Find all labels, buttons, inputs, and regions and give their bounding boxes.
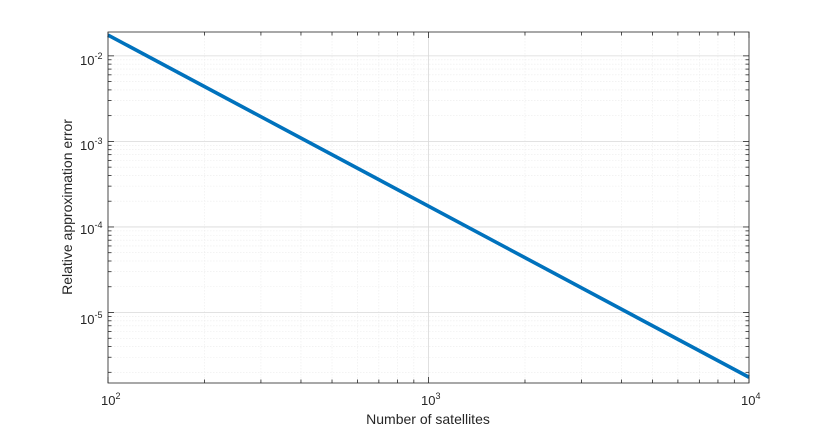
x-tick-label-1000: 103 <box>421 391 440 408</box>
y-tick-exponent: -2 <box>94 51 102 61</box>
x-tick-label-100: 102 <box>101 391 120 408</box>
y-tick-exponent: -3 <box>94 136 102 146</box>
x-tick-exponent: 2 <box>115 391 120 401</box>
x-tick-base: 10 <box>101 393 115 408</box>
x-tick-exponent: 3 <box>435 391 440 401</box>
series-group <box>107 33 750 379</box>
y-tick-label-1e-4: 10-4 <box>80 220 102 237</box>
y-tick-label-1e-2: 10-2 <box>80 51 102 68</box>
minor-grid <box>108 32 749 383</box>
y-tick-label-1e-5: 10-5 <box>80 310 102 327</box>
x-tick-base: 10 <box>741 393 755 408</box>
y-tick-exponent: -4 <box>94 220 102 230</box>
y-axis-label: Relative approximation error <box>59 119 75 295</box>
x-tick-label-10000: 104 <box>741 391 760 408</box>
y-tick-base: 10 <box>80 138 94 153</box>
y-tick-base: 10 <box>80 53 94 68</box>
tick-marks <box>107 32 750 383</box>
y-tick-base: 10 <box>80 222 94 237</box>
series-line-0 <box>107 33 750 379</box>
x-tick-exponent: 4 <box>755 391 760 401</box>
x-axis-label: Number of satellites <box>366 411 490 427</box>
y-tick-base: 10 <box>80 312 94 327</box>
x-tick-base: 10 <box>421 393 435 408</box>
y-tick-exponent: -5 <box>94 310 102 320</box>
y-tick-label-1e-3: 10-3 <box>80 136 102 153</box>
